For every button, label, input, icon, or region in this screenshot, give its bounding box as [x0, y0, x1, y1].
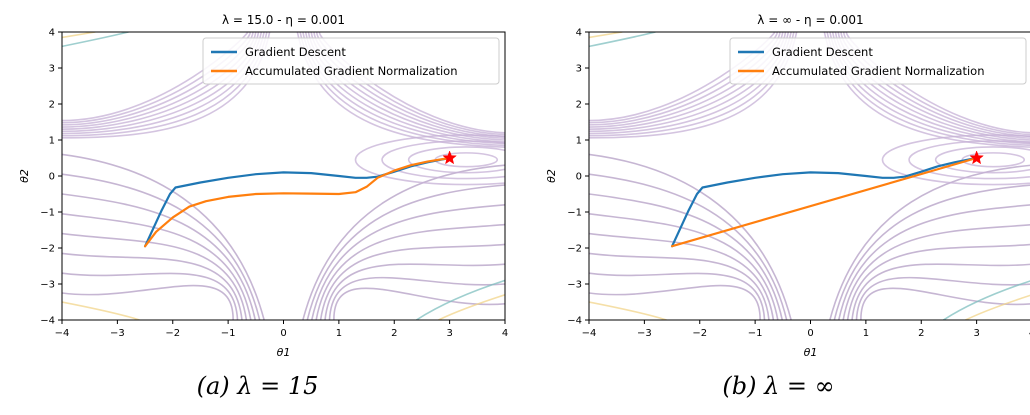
y-axis-label: θ2 — [545, 169, 558, 183]
x-tick-label: 2 — [918, 328, 924, 339]
y-tick-label: 1 — [49, 136, 55, 147]
x-tick-label: −3 — [637, 328, 652, 339]
y-tick-label: 4 — [576, 28, 582, 39]
x-tick-label: 4 — [1029, 328, 1030, 339]
series-line-gradient-descent — [671, 156, 978, 248]
y-tick-label: −3 — [567, 280, 582, 291]
x-tick-label: 0 — [280, 328, 286, 339]
legend-entry-label: Gradient Descent — [772, 45, 873, 59]
y-tick-label: 1 — [576, 136, 582, 147]
y-tick-label: −1 — [40, 208, 55, 219]
legend-box — [202, 37, 500, 85]
y-axis-label: θ2 — [18, 169, 31, 183]
x-tick-label: 3 — [973, 328, 979, 339]
x-tick-label: −1 — [748, 328, 763, 339]
y-tick-label: 0 — [49, 172, 55, 183]
x-tick-label: −3 — [110, 328, 125, 339]
caption-a: (a) λ = 15 — [196, 372, 319, 400]
chart-title: λ = 15.0 - η = 0.001 — [222, 13, 345, 27]
x-tick-label: −2 — [692, 328, 707, 339]
x-tick-label: 1 — [863, 328, 869, 339]
y-tick-label: −3 — [40, 280, 55, 291]
x-axis-label: θ1 — [277, 346, 291, 359]
x-tick-label: 1 — [336, 328, 342, 339]
legend-entry-label: Accumulated Gradient Normalization — [245, 64, 458, 78]
chart-b: −4 −3 −2 −1 0 1 2 3 4 −4 −3 −2 −1 0 1 2 3 4 λ = ∞ - η = 0.… — [545, 13, 1030, 359]
x-tick-label: 3 — [446, 328, 452, 339]
y-tick-label: −4 — [40, 316, 55, 327]
series-line-accumulated-gradient-normalization — [671, 156, 978, 248]
x-tick-label: 4 — [502, 328, 508, 339]
y-tick-label: −2 — [40, 244, 55, 255]
x-axis-label: θ1 — [804, 346, 818, 359]
panel-a: −4 −3 −2 −1 0 1 2 3 4 −4 −3 −2 −1 0 1 2 3 4 λ = 15.0 - η =… — [18, 13, 508, 400]
y-tick-label: 0 — [576, 172, 582, 183]
y-tick-label: 2 — [49, 100, 55, 111]
y-tick-label: 3 — [576, 64, 582, 75]
panel-b: −4 −3 −2 −1 0 1 2 3 4 −4 −3 −2 −1 0 1 2 3 4 λ = ∞ - η = 0.… — [527, 0, 1030, 415]
y-tick-label: 2 — [576, 100, 582, 111]
caption-b: (b) λ = ∞ — [722, 372, 835, 400]
x-tick-label: 0 — [807, 328, 813, 339]
chart-a: −4 −3 −2 −1 0 1 2 3 4 −4 −3 −2 −1 0 1 2 3 4 λ = 15.0 - η =… — [18, 13, 508, 359]
legend-box — [729, 37, 1027, 85]
y-tick-label: −2 — [567, 244, 582, 255]
x-tick-label: −4 — [582, 328, 597, 339]
y-tick-label: 4 — [49, 28, 55, 39]
target-star-marker — [442, 150, 457, 165]
series-line-accumulated-gradient-normalization — [144, 156, 451, 248]
chart-title: λ = ∞ - η = 0.001 — [757, 13, 863, 27]
x-tick-label: −1 — [221, 328, 236, 339]
x-tick-label: −2 — [165, 328, 180, 339]
x-tick-label: 2 — [391, 328, 397, 339]
legend-entry-label: Gradient Descent — [245, 45, 346, 59]
legend-entry-label: Accumulated Gradient Normalization — [772, 64, 985, 78]
x-tick-label: −4 — [55, 328, 70, 339]
y-tick-label: −4 — [567, 316, 582, 327]
y-tick-label: −1 — [567, 208, 582, 219]
y-tick-label: 3 — [49, 64, 55, 75]
target-star-marker — [969, 150, 984, 165]
